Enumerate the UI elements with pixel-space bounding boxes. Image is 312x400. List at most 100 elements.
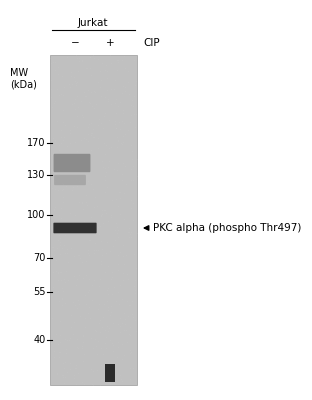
Point	[126, 225, 131, 231]
Point	[117, 282, 122, 288]
Point	[132, 110, 137, 117]
Text: Jurkat: Jurkat	[78, 18, 108, 28]
Text: 170: 170	[27, 138, 46, 148]
Point	[80, 332, 85, 339]
Point	[124, 271, 129, 277]
Point	[61, 92, 66, 98]
Point	[84, 257, 89, 264]
Point	[105, 164, 110, 170]
Point	[112, 236, 117, 243]
Point	[61, 198, 66, 205]
Point	[88, 166, 93, 173]
Point	[74, 175, 79, 182]
Point	[94, 203, 99, 209]
Point	[104, 184, 109, 190]
Point	[122, 216, 127, 222]
Point	[115, 138, 120, 144]
Point	[97, 317, 102, 323]
Point	[132, 124, 137, 130]
Point	[99, 245, 104, 252]
Point	[75, 297, 80, 303]
Point	[87, 54, 92, 60]
Point	[94, 342, 99, 349]
Point	[72, 252, 77, 259]
Point	[83, 93, 88, 100]
Point	[127, 324, 132, 330]
Point	[110, 269, 115, 276]
Point	[111, 284, 116, 290]
Point	[129, 349, 134, 355]
Point	[61, 134, 66, 140]
Point	[72, 74, 77, 80]
Point	[73, 80, 78, 86]
Point	[93, 230, 98, 236]
Point	[59, 91, 64, 98]
Point	[120, 356, 125, 362]
Point	[60, 181, 65, 188]
Point	[56, 232, 61, 238]
Point	[73, 381, 78, 388]
Point	[103, 326, 108, 333]
Point	[120, 118, 125, 124]
Point	[106, 328, 111, 334]
Point	[53, 185, 58, 192]
Point	[96, 115, 101, 122]
Point	[105, 75, 110, 81]
Point	[114, 96, 119, 102]
Point	[113, 220, 118, 226]
Point	[61, 276, 66, 282]
Point	[129, 142, 134, 149]
Point	[96, 134, 101, 141]
Point	[115, 137, 120, 144]
Point	[97, 381, 102, 388]
Point	[99, 238, 104, 244]
Text: 55: 55	[33, 287, 46, 297]
Point	[100, 164, 105, 170]
Point	[98, 376, 103, 383]
Point	[58, 269, 63, 275]
Point	[81, 206, 86, 213]
Point	[122, 190, 127, 196]
Point	[133, 78, 138, 84]
Point	[103, 150, 108, 157]
Point	[104, 239, 109, 245]
Point	[89, 89, 94, 96]
Point	[92, 250, 97, 256]
Point	[134, 328, 139, 334]
Point	[56, 277, 61, 283]
Point	[82, 324, 87, 330]
Point	[71, 375, 76, 382]
Point	[116, 252, 121, 258]
Point	[105, 262, 110, 269]
Point	[121, 261, 126, 267]
Point	[120, 82, 125, 89]
Point	[60, 194, 65, 200]
Point	[103, 189, 108, 196]
Point	[98, 345, 103, 351]
Point	[115, 166, 120, 173]
Point	[97, 328, 102, 335]
Point	[83, 315, 88, 322]
Point	[91, 105, 96, 111]
Point	[57, 251, 62, 257]
Point	[62, 359, 67, 365]
Point	[52, 206, 57, 213]
FancyBboxPatch shape	[54, 154, 90, 172]
Point	[100, 376, 105, 382]
Point	[69, 81, 74, 87]
Point	[85, 138, 90, 144]
Point	[89, 103, 94, 109]
Point	[127, 350, 132, 356]
Point	[83, 272, 88, 278]
Point	[60, 360, 65, 366]
FancyBboxPatch shape	[105, 364, 115, 382]
Point	[76, 199, 81, 205]
Point	[89, 214, 94, 220]
Point	[61, 107, 66, 114]
Text: MW
(kDa): MW (kDa)	[10, 68, 37, 90]
Point	[80, 199, 85, 206]
Point	[67, 130, 72, 136]
Point	[125, 68, 130, 75]
Point	[102, 112, 107, 119]
Point	[103, 94, 108, 100]
